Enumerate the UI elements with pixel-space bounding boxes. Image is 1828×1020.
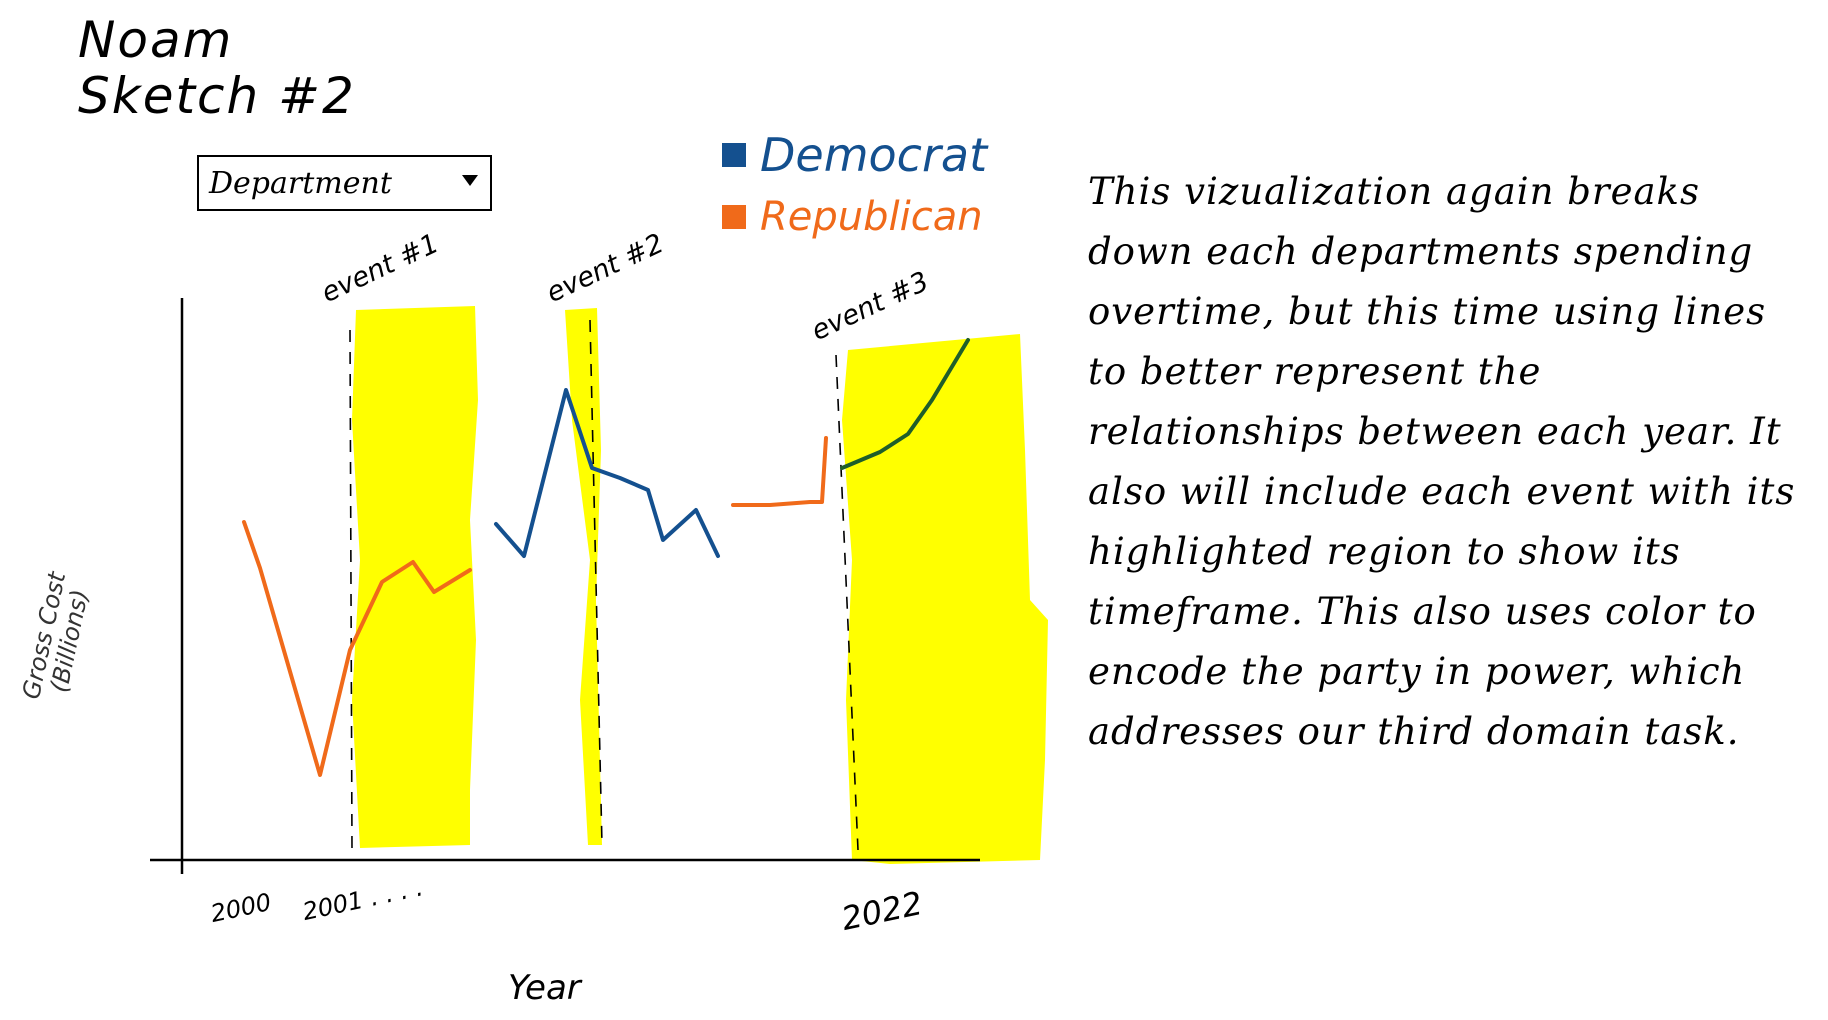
republican-swatch (722, 205, 746, 229)
legend-label-republican: Republican (760, 194, 983, 240)
event-2-highlight (565, 308, 602, 845)
event-1-boundary (349, 329, 353, 851)
chevron-down-icon (462, 175, 478, 186)
dropdown-label: Department (209, 165, 392, 201)
legend-item-democrat: Democrat (722, 128, 987, 182)
democrat-swatch (722, 143, 746, 167)
x-axis-label: Year (508, 968, 581, 1008)
legend-label-democrat: Democrat (760, 128, 988, 182)
event-3-boundary (835, 354, 859, 851)
title-line-2: Sketch #2 (78, 67, 356, 125)
title-line-1: Noam (78, 11, 234, 69)
republican-line-2 (731, 436, 828, 507)
department-dropdown[interactable]: Department (197, 155, 492, 211)
legend: Democrat Republican (722, 128, 987, 240)
event-1-highlight (352, 306, 478, 848)
republican-line-1 (242, 520, 472, 777)
democrat-line-highlighted (840, 338, 970, 470)
sketch-description: This vizualization again breaks down eac… (1088, 170, 1796, 753)
legend-item-republican: Republican (722, 194, 987, 240)
sketch-title: Noam Sketch #2 (78, 12, 356, 124)
event-3-highlight (842, 334, 1048, 864)
democrat-line (494, 388, 720, 558)
